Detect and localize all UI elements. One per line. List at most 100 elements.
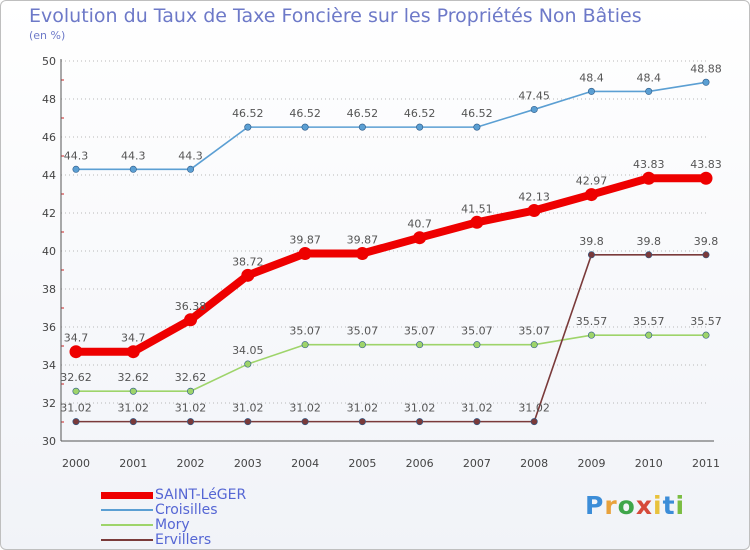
data-point [530, 418, 538, 426]
data-label: 35.07 [347, 325, 379, 338]
data-point [645, 251, 653, 259]
data-label: 31.02 [232, 402, 264, 415]
x-tick-label: 2008 [520, 457, 548, 470]
data-point [473, 341, 481, 349]
data-point [301, 418, 309, 426]
data-point [301, 341, 309, 349]
data-label: 46.52 [232, 107, 264, 120]
logo-letter: i [675, 491, 686, 520]
y-tick-label: 40 [42, 245, 56, 258]
data-label: 48.4 [579, 71, 604, 84]
data-label: 31.02 [289, 402, 321, 415]
legend-swatch [101, 539, 153, 541]
legend-label: SAINT-LéGER [155, 487, 247, 503]
data-point [358, 341, 366, 349]
data-point [187, 165, 195, 173]
x-tick-label: 2001 [119, 457, 147, 470]
logo-letter: P [585, 491, 605, 520]
legend-swatch [101, 509, 153, 511]
data-point [355, 246, 369, 260]
data-point [587, 251, 595, 259]
legend-item-mory: Mory [101, 517, 190, 533]
logo-letter: t [662, 491, 676, 520]
legend-item-croisilles: Croisilles [101, 502, 218, 518]
x-tick-label: 2000 [62, 457, 90, 470]
x-tick-label: 2006 [406, 457, 434, 470]
logo-letter: i [653, 491, 663, 520]
data-label: 46.52 [347, 107, 379, 120]
data-label: 44.3 [121, 149, 146, 162]
series-line [72, 174, 710, 356]
series-line [75, 254, 707, 423]
data-label: 46.52 [404, 107, 436, 120]
data-label: 31.02 [175, 402, 207, 415]
data-point [244, 418, 252, 426]
y-tick-label: 36 [42, 321, 56, 334]
data-point [358, 123, 366, 131]
data-label: 39.87 [347, 233, 379, 246]
data-label: 39.8 [694, 235, 719, 248]
data-label: 32.62 [118, 371, 150, 384]
data-label: 43.83 [633, 158, 665, 171]
data-point [413, 231, 427, 245]
data-point [126, 345, 140, 359]
x-tick-label: 2010 [635, 457, 663, 470]
data-label: 39.87 [289, 233, 321, 246]
data-labels: 44.3 44.3 44.3 46.52 46.52 46.52 46.52 46.52 47.… [60, 62, 722, 414]
grid-lines [61, 60, 706, 404]
legend-item-saint-leger: SAINT-LéGER [101, 487, 246, 503]
data-point [72, 387, 80, 395]
data-point [642, 171, 656, 185]
data-point [645, 87, 653, 95]
data-label: 39.8 [579, 235, 604, 248]
data-point [416, 418, 424, 426]
logo-letter: r [604, 491, 618, 520]
x-tick-label: 2005 [348, 457, 376, 470]
data-label: 40.7 [407, 218, 432, 231]
data-label: 34.7 [121, 332, 146, 345]
data-label: 48.88 [690, 62, 722, 75]
data-label: 42.97 [576, 175, 608, 188]
data-label: 31.02 [461, 402, 493, 415]
legend-label: Ervillers [155, 532, 212, 548]
data-label: 35.57 [576, 315, 608, 328]
data-point [241, 268, 255, 282]
logo-letter: x [635, 491, 653, 520]
x-tick-label: 2003 [234, 457, 262, 470]
data-point [69, 345, 83, 359]
y-tick-label: 44 [42, 169, 56, 182]
data-point [530, 105, 538, 113]
data-point [587, 87, 595, 95]
y-tick-label: 50 [42, 55, 56, 68]
data-label: 32.62 [175, 371, 207, 384]
data-label: 46.52 [461, 107, 493, 120]
data-label: 31.02 [118, 402, 150, 415]
data-label: 31.02 [347, 402, 379, 415]
data-label: 31.02 [404, 402, 436, 415]
data-label: 48.4 [636, 71, 661, 84]
data-point [72, 165, 80, 173]
y-tick-label: 38 [42, 283, 56, 296]
y-tick-label: 46 [42, 131, 56, 144]
data-point [358, 418, 366, 426]
data-label: 38.72 [232, 255, 264, 268]
series-line [75, 81, 707, 171]
data-label: 47.45 [518, 89, 550, 102]
data-point [470, 215, 484, 229]
data-label: 39.8 [636, 235, 661, 248]
legend-item-ervillers: Ervillers [101, 532, 211, 548]
data-point [699, 171, 713, 185]
data-label: 32.62 [60, 371, 92, 384]
unit-label: (en %) [29, 29, 66, 42]
logo-letter: o [617, 491, 636, 520]
data-point [702, 331, 710, 339]
series-line [75, 334, 707, 393]
chart-title: Evolution du Taux de Taxe Foncière sur l… [29, 5, 642, 27]
proxiti-logo: Proxiti [585, 491, 685, 520]
data-point [702, 78, 710, 86]
data-point [416, 123, 424, 131]
data-label: 31.02 [518, 402, 550, 415]
data-point [416, 341, 424, 349]
